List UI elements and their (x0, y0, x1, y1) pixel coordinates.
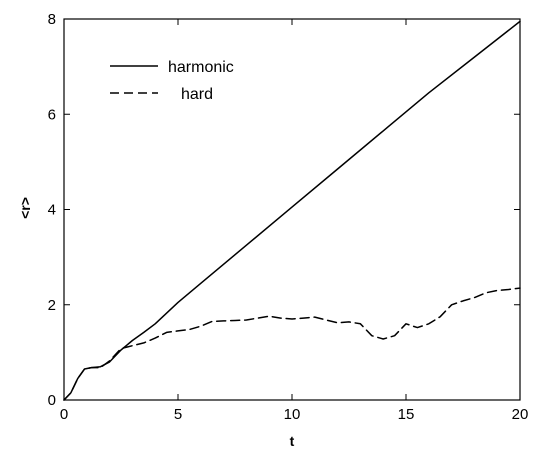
y-tick-label: 4 (48, 202, 56, 219)
x-axis-title: t (290, 433, 295, 449)
legend-label-hard: hard (181, 86, 213, 103)
series-line-hard (63, 287, 521, 401)
tick-labels: 0 5 10 15 20 0 2 4 6 8 (48, 11, 529, 423)
y-tick-label: 6 (48, 106, 56, 123)
x-tick-label: 10 (284, 406, 301, 423)
y-tick-label: 2 (48, 297, 56, 314)
x-tick-label: 15 (398, 406, 415, 423)
axis-ticks (63, 18, 521, 401)
x-tick-label: 0 (60, 406, 68, 423)
y-tick-label: 0 (48, 392, 56, 409)
series-line-harmonic (63, 20, 521, 401)
x-tick-label: 20 (512, 406, 529, 423)
y-axis-title: <r> (17, 197, 33, 219)
x-tick-label: 5 (174, 406, 182, 423)
y-tick-label: 8 (48, 11, 56, 28)
plot-frame (63, 18, 521, 401)
legend-label-harmonic: harmonic (168, 59, 234, 76)
legend: harmonic hard (110, 59, 234, 103)
plot-lines (63, 20, 521, 401)
